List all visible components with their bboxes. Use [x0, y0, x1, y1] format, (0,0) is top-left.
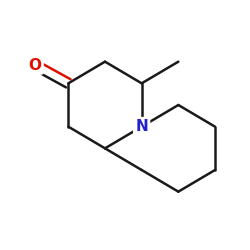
Text: N: N — [135, 119, 148, 134]
Text: O: O — [28, 58, 42, 72]
